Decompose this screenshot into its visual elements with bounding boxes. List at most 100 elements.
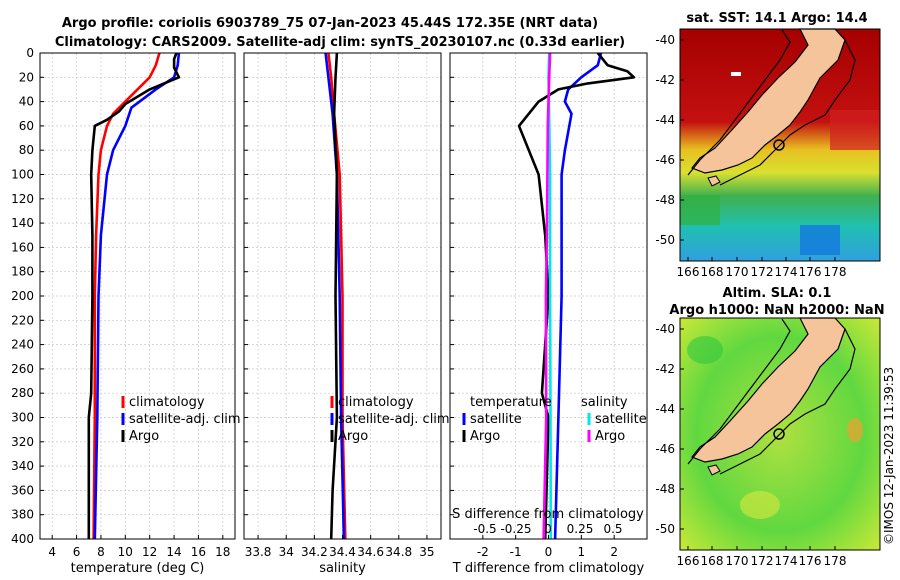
- map-lon-label: 174: [775, 265, 798, 279]
- sla-map-frame: [679, 317, 881, 551]
- top-tick-label: 0.5: [603, 522, 622, 536]
- y-tick-label: 380: [11, 508, 34, 522]
- y-tick-label: 260: [11, 362, 34, 376]
- series-argo: [329, 53, 339, 539]
- sla-argo-location: [773, 428, 785, 440]
- x-tick-label: 6: [73, 545, 81, 559]
- y-tick-label: 160: [11, 240, 34, 254]
- sst-patch-white: [731, 72, 741, 76]
- sst-land-new-zealand: [691, 28, 846, 174]
- legend-salinity: climatology satellite-adj. clim Argo: [330, 395, 450, 444]
- x-tick-label: 0: [545, 545, 553, 559]
- y-tick-label: 180: [11, 265, 34, 279]
- map-lon-label: 166: [677, 554, 700, 568]
- x-axis-label: salinity: [319, 561, 366, 576]
- sst-map: sat. SST: 14.1 Argo: 14.4: [679, 11, 881, 262]
- diff-top-ticks: -0.5 -0.25 0 0.25 0.5: [473, 522, 622, 536]
- map-lat-label: -46: [655, 153, 675, 167]
- top-tick-label: 0: [544, 522, 552, 536]
- x-tick-label: -2: [477, 545, 489, 559]
- sst-map-title: sat. SST: 14.1 Argo: 14.4: [686, 11, 867, 26]
- sla-patch-green: [687, 336, 723, 364]
- sla-patch-yellow: [740, 491, 780, 519]
- legend-difference: temperature salinity satellite Argo sate…: [462, 395, 647, 444]
- x-tick-label: 34.4: [329, 545, 356, 559]
- legend-temperature: climatology satellite-adj. clim Argo: [121, 395, 241, 444]
- map-lat-label: -50: [655, 233, 675, 247]
- watermark: ©IMOS 12-Jan-2023 11:39:53: [882, 367, 896, 545]
- top-tick-label: 0.25: [567, 522, 594, 536]
- map-lon-label: 176: [799, 554, 822, 568]
- legend-diff-targo-label: Argo: [470, 429, 500, 444]
- map-lon-label: 170: [726, 554, 749, 568]
- y-tick-label: 280: [11, 386, 34, 400]
- top-tick-label: -0.25: [500, 522, 531, 536]
- panel-2: 33.8 34 34.2 34.4 34.6 34.8 35 salinity: [243, 52, 442, 576]
- y-tick-label: 120: [11, 192, 34, 206]
- x-tick-label: 33.8: [245, 545, 272, 559]
- map-lon-label: 176: [799, 265, 822, 279]
- y-tick-label: 300: [11, 411, 34, 425]
- y-tick-label: 40: [19, 95, 34, 109]
- sst-patch-south: [800, 225, 840, 255]
- map-lat-label: -40: [655, 322, 675, 336]
- y-tick-label: 320: [11, 435, 34, 449]
- series-climatology: [327, 53, 347, 539]
- sla-map-title-line2: Argo h1000: NaN h2000: NaN: [669, 303, 884, 318]
- figure-title-line2: Climatology: CARS2009. Satellite-adj cli…: [55, 35, 625, 50]
- map-lon-label: 174: [775, 554, 798, 568]
- x-axis-label: temperature (deg C): [71, 561, 205, 576]
- sla-land-stewart-island: [707, 464, 721, 476]
- sst-patch-west: [680, 195, 720, 225]
- x-tick-label: 16: [191, 545, 206, 559]
- y-tick-label: 240: [11, 338, 34, 352]
- series-argo: [87, 53, 181, 539]
- sst-argo-location: [773, 139, 785, 151]
- legend-diff-temp-header: temperature: [470, 395, 552, 410]
- map-lat-label: -46: [655, 442, 675, 456]
- legend-diff-sargo-label: Argo: [595, 429, 625, 444]
- map-lon-label: 172: [751, 265, 774, 279]
- legend-sal-sat-label: satellite-adj. clim: [338, 412, 450, 427]
- y-tick-label: 0: [26, 46, 34, 60]
- panel-3: -2 -1 0 1 2 T difference from climatology: [449, 52, 648, 576]
- panel-1: 4 6 8 10 12 14 16 18 temperature (deg C) 0 20 40 60 8…: [11, 46, 236, 576]
- map-lat-label: -50: [655, 522, 675, 536]
- x-tick-label: 10: [118, 545, 133, 559]
- map-lat-label: -42: [655, 362, 675, 376]
- map-lon-label: 178: [824, 265, 847, 279]
- sla-bathy-contour: [687, 318, 856, 475]
- y-tick-label: 220: [11, 313, 34, 327]
- map-lat-label: -42: [655, 73, 675, 87]
- series-temperature-satellite: [553, 53, 603, 539]
- map-lon-label: 172: [751, 554, 774, 568]
- y-tick-label: 360: [11, 483, 34, 497]
- y-tick-label: 340: [11, 459, 34, 473]
- series-climatology: [92, 53, 161, 539]
- legend-sal-clim-label: climatology: [338, 395, 414, 410]
- sst-map-frame: [679, 28, 881, 262]
- map-lon-label: 166: [677, 265, 700, 279]
- legend-diff-sal-header: salinity: [581, 395, 628, 410]
- x-tick-label: 34: [279, 545, 294, 559]
- legend-diff-tsat-label: satellite: [470, 412, 522, 427]
- x-tick-label: 14: [166, 545, 181, 559]
- map-lat-label: -48: [655, 482, 675, 496]
- map-lon-label: 168: [701, 265, 724, 279]
- y-tick-label: 400: [11, 532, 34, 546]
- map-lat-label: -44: [655, 113, 675, 127]
- map-lat-label: -40: [655, 33, 675, 47]
- map-lon-label: 170: [726, 265, 749, 279]
- x-tick-label: 34.2: [301, 545, 328, 559]
- sla-patch-orange: [847, 418, 863, 442]
- y-tick-label: 60: [19, 119, 34, 133]
- map-tick-labels: 166 168 170 172 174 176 178-40-42-44-46-48-501…: [655, 33, 846, 568]
- map-lon-label: 178: [824, 554, 847, 568]
- x-tick-label: -1: [510, 545, 522, 559]
- x-tick-label: 2: [610, 545, 618, 559]
- sla-land-new-zealand: [691, 317, 846, 463]
- x-axis-label: T difference from climatology: [452, 561, 645, 576]
- x-tick-label: 34.8: [385, 545, 412, 559]
